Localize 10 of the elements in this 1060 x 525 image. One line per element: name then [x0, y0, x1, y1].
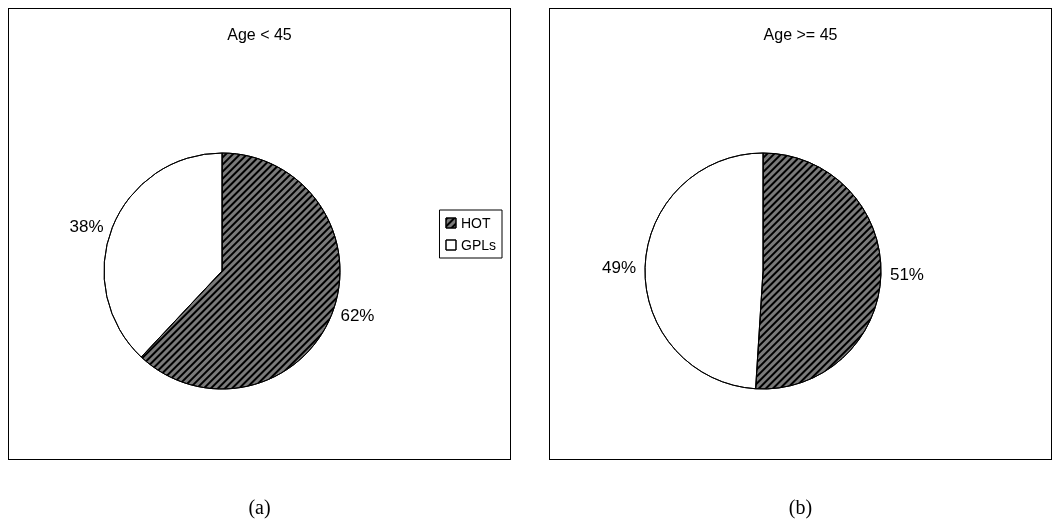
data-label: 62% — [340, 306, 375, 326]
legend-label: HOT — [460, 215, 491, 231]
data-label: 38% — [69, 216, 104, 236]
legend-label: GPLs — [460, 237, 496, 253]
chart-title: Age >= 45 — [763, 25, 838, 43]
data-label: 49% — [602, 257, 637, 277]
data-label: 51% — [889, 265, 924, 285]
chart-title: Age < 45 — [227, 25, 292, 43]
text: (a) — [247, 496, 272, 519]
text: (b) — [787, 496, 814, 519]
